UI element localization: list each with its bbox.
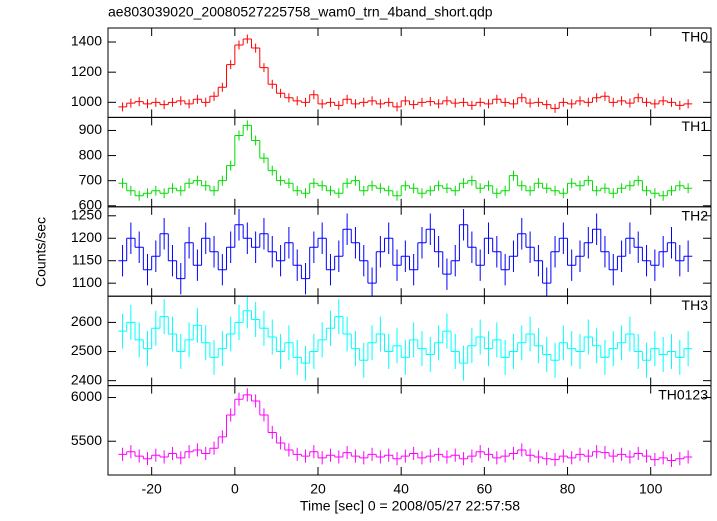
- x-tick-label: 20: [310, 481, 326, 497]
- panel-frame: [107, 206, 712, 297]
- y-tick-label: 600: [79, 196, 103, 212]
- x-axis-label: Time [sec] 0 = 2008/05/27 22:57:58: [300, 498, 520, 514]
- panel-frame: [107, 385, 712, 476]
- x-tick-label: 60: [477, 481, 493, 497]
- y-tick-label: 800: [79, 146, 103, 162]
- y-tick-label: 900: [79, 121, 103, 137]
- y-tick-label: 1400: [71, 33, 102, 49]
- y-tick-label: 700: [79, 171, 103, 187]
- chart-title: ae803039020_20080527225758_wam0_trn_4ban…: [108, 4, 493, 20]
- series-group: [118, 296, 693, 381]
- series-group: [118, 388, 693, 468]
- y-tick-label: 2500: [71, 342, 102, 358]
- y-tick-label: 1000: [71, 93, 102, 109]
- y-tick-label: 1200: [71, 63, 102, 79]
- panel-label: TH0: [682, 29, 709, 45]
- series-group: [118, 209, 693, 297]
- x-tick-label: -20: [142, 481, 162, 497]
- x-tick-label: 0: [231, 481, 239, 497]
- y-tick-label: 6000: [71, 388, 102, 404]
- series-group: [118, 120, 693, 201]
- y-tick-label: 1200: [71, 229, 102, 245]
- panel-label: TH2: [682, 208, 709, 224]
- panel-label: TH1: [682, 118, 709, 134]
- y-tick-label: 2400: [71, 371, 102, 387]
- x-tick-label: 100: [639, 481, 663, 497]
- y-tick-label: 2600: [71, 313, 102, 329]
- panel-frame: [107, 116, 712, 208]
- x-tick-label: 80: [560, 481, 576, 497]
- panel-label: TH0123: [658, 386, 708, 402]
- series-group: [118, 34, 693, 113]
- x-tick-label: 40: [393, 481, 409, 497]
- y-axis-label: Counts/sec: [33, 217, 49, 287]
- y-tick-label: 5500: [71, 432, 102, 448]
- y-tick-label: 1250: [71, 206, 102, 222]
- y-tick-label: 1150: [72, 251, 102, 267]
- y-tick-label: 1100: [72, 274, 102, 290]
- panel-label: TH3: [682, 297, 709, 313]
